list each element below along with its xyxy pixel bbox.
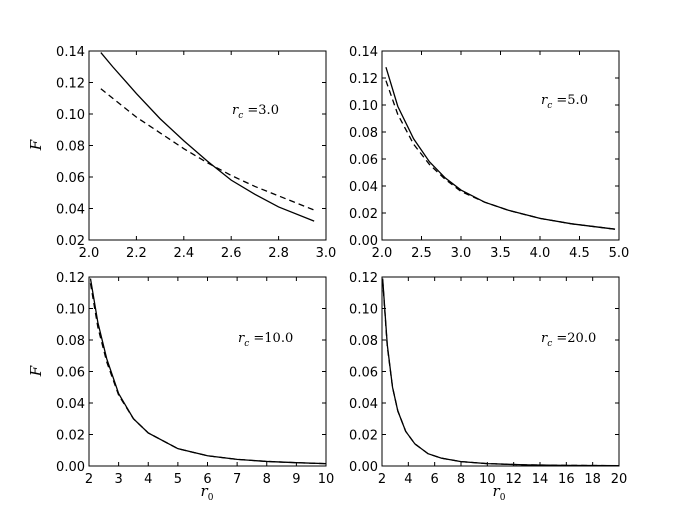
y-tick-label: 0.00 bbox=[56, 460, 85, 475]
x-tick-label: 4.5 bbox=[569, 246, 590, 261]
axes-frame bbox=[88, 50, 327, 241]
y-tick-label: 0.00 bbox=[349, 460, 378, 475]
x-tick-label: 2.0 bbox=[372, 246, 393, 261]
x-axis-label: r0 bbox=[493, 482, 506, 503]
x-tick-label: 2.4 bbox=[173, 246, 194, 261]
x-tick-label: 2.5 bbox=[411, 246, 432, 261]
x-tick-label: 9 bbox=[292, 472, 300, 487]
subplot-1: 2.0 2.2 2.4 2.6 2.8 3.0 0.02 0.04 0.06 0.08 0.10 0.… bbox=[27, 45, 336, 261]
y-tick-label: 0.10 bbox=[349, 99, 378, 114]
y-tick-label: 0.08 bbox=[349, 334, 378, 349]
series-line-solid bbox=[100, 52, 315, 222]
x-tick-label: 3 bbox=[114, 472, 122, 487]
series-line-dashed bbox=[100, 88, 315, 211]
y-tick-label: 0.02 bbox=[349, 207, 378, 222]
y-tick-label: 0.12 bbox=[56, 271, 85, 286]
x-tick-label: 8 bbox=[263, 472, 271, 487]
annotation-label: rc =3.0 bbox=[232, 103, 279, 121]
x-tick-label: 6 bbox=[431, 472, 439, 487]
axes-frame bbox=[381, 276, 620, 467]
series-line-solid bbox=[385, 67, 616, 230]
x-tick-label: 5.0 bbox=[609, 246, 630, 261]
y-tick-label: 0.12 bbox=[56, 77, 85, 92]
series-line-solid bbox=[382, 278, 619, 466]
y-tick-label: 0.00 bbox=[349, 234, 378, 249]
x-tick-label: 10 bbox=[479, 472, 496, 487]
x-tick-label: 7 bbox=[233, 472, 241, 487]
y-tick-label: 0.12 bbox=[349, 271, 378, 286]
series-line-solid bbox=[89, 278, 326, 465]
x-tick-label: 2 bbox=[85, 472, 93, 487]
y-tick-label: 0.06 bbox=[56, 366, 85, 381]
y-tick-label: 0.10 bbox=[56, 303, 85, 318]
subplot-4: 2 4 6 8 10 12 14 16 18 20 0.00 0.02 0.04 0.06 0.08 0.10… bbox=[349, 271, 627, 503]
y-tick-label: 0.08 bbox=[349, 126, 378, 141]
x-tick-label: 10 bbox=[318, 472, 335, 487]
y-tick-label: 0.04 bbox=[56, 397, 85, 412]
series-line-dashed bbox=[89, 283, 326, 465]
y-tick-label: 0.06 bbox=[56, 171, 85, 186]
x-tick-label: 2 bbox=[378, 472, 386, 487]
x-tick-label: 3.0 bbox=[451, 246, 472, 261]
x-tick-label: 3.5 bbox=[490, 246, 511, 261]
x-tick-label: 4 bbox=[144, 472, 152, 487]
x-tick-label: 18 bbox=[584, 472, 601, 487]
y-tick-label: 0.08 bbox=[56, 334, 85, 349]
x-tick-label: 3.0 bbox=[316, 246, 337, 261]
x-tick-label: 2.2 bbox=[126, 246, 147, 261]
y-tick-label: 0.04 bbox=[349, 397, 378, 412]
annotation-label: rc =5.0 bbox=[541, 93, 588, 111]
x-tick-label: 12 bbox=[505, 472, 522, 487]
annotation-label: rc =20.0 bbox=[541, 331, 596, 349]
x-axis-label: r0 bbox=[201, 482, 214, 503]
x-tick-label: 4.0 bbox=[530, 246, 551, 261]
series-line-dashed bbox=[382, 280, 619, 466]
y-tick-label: 0.06 bbox=[349, 153, 378, 168]
y-tick-label: 0.04 bbox=[349, 180, 378, 195]
axes-frame bbox=[88, 276, 327, 467]
x-tick-label: 8 bbox=[457, 472, 465, 487]
annotation-label: rc =10.0 bbox=[238, 331, 293, 349]
y-axis-label: F bbox=[27, 365, 45, 377]
x-tick-label: 4 bbox=[404, 472, 412, 487]
subplot-2: 2.0 2.5 3.0 3.5 4.0 4.5 5.0 0.00 0.02 0.04 0.06 0.0… bbox=[349, 45, 629, 261]
x-tick-label: 14 bbox=[532, 472, 549, 487]
x-tick-label: 2.0 bbox=[79, 246, 100, 261]
y-tick-label: 0.14 bbox=[349, 45, 378, 60]
y-axis-label: F bbox=[27, 139, 45, 151]
y-tick-label: 0.12 bbox=[349, 72, 378, 87]
y-tick-label: 0.14 bbox=[56, 45, 85, 60]
series-line-dashed bbox=[385, 80, 616, 230]
x-tick-label: 2.8 bbox=[268, 246, 289, 261]
y-tick-label: 0.02 bbox=[56, 234, 85, 249]
x-tick-label: 16 bbox=[558, 472, 575, 487]
y-tick-label: 0.10 bbox=[56, 108, 85, 123]
x-tick-label: 5 bbox=[174, 472, 182, 487]
x-tick-label: 2.6 bbox=[221, 246, 242, 261]
y-tick-label: 0.02 bbox=[349, 429, 378, 444]
y-tick-label: 0.06 bbox=[349, 366, 378, 381]
y-tick-label: 0.08 bbox=[56, 140, 85, 155]
y-tick-label: 0.02 bbox=[56, 429, 85, 444]
x-tick-label: 6 bbox=[203, 472, 211, 487]
x-tick-label: 20 bbox=[611, 472, 628, 487]
y-tick-label: 0.10 bbox=[349, 303, 378, 318]
y-tick-label: 0.04 bbox=[56, 203, 85, 218]
axes-frame bbox=[381, 50, 620, 241]
subplot-3: 2 3 4 5 6 7 8 9 10 0.00 0.02 0.04 0.06 0.08 0.10 0.12 rc… bbox=[27, 271, 334, 503]
